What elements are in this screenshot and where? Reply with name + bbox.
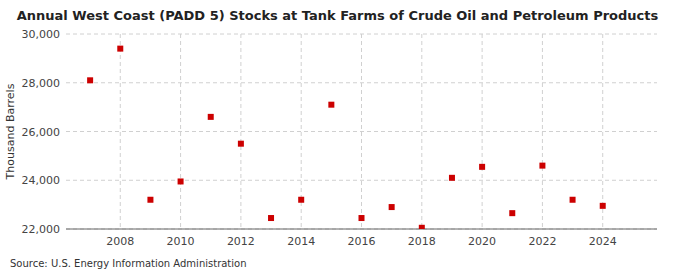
x-tick-label: 2014	[287, 235, 315, 248]
point	[328, 102, 334, 108]
grid-line	[421, 34, 422, 229]
grid-line	[482, 34, 483, 229]
source-note: Source: U.S. Energy Information Administ…	[10, 258, 247, 269]
grid-line	[240, 34, 241, 229]
grid	[66, 34, 657, 229]
x-axis-line	[66, 229, 657, 230]
point	[87, 77, 93, 83]
y-tick-label: 24,000	[22, 174, 61, 187]
point	[178, 178, 184, 184]
x-tick-label: 2018	[408, 235, 436, 248]
point	[268, 215, 274, 221]
grid-line	[66, 131, 657, 132]
x-tick-label: 2020	[468, 235, 496, 248]
y-tick-label: 30,000	[22, 28, 61, 41]
x-tick-label: 2022	[528, 235, 556, 248]
point	[208, 114, 214, 120]
grid-line	[66, 180, 657, 181]
point	[359, 215, 365, 221]
y-tick-label: 22,000	[22, 223, 61, 236]
grid-line	[542, 34, 543, 229]
chart: Annual West Coast (PADD 5) Stocks at Tan…	[0, 0, 675, 275]
point	[600, 203, 606, 209]
y-axis-label: Thousand Barrels	[4, 83, 17, 180]
x-tick-label: 2010	[167, 235, 195, 248]
point	[389, 204, 395, 210]
y-tick-label: 26,000	[22, 126, 61, 139]
point	[147, 197, 153, 203]
x-tick-label: 2012	[227, 235, 255, 248]
point	[449, 175, 455, 181]
title: Annual West Coast (PADD 5) Stocks at Tan…	[17, 8, 659, 23]
grid-line	[66, 229, 657, 230]
point	[509, 210, 515, 216]
y-tick-label: 28,000	[22, 77, 61, 90]
x-tick-label: 2016	[348, 235, 376, 248]
point	[298, 197, 304, 203]
point	[479, 164, 485, 170]
point	[117, 46, 123, 52]
axes: 22,000 24,000 26,000 28,000 30,000 2008 2010 20…	[22, 28, 658, 248]
point	[238, 141, 244, 147]
grid-line	[120, 34, 121, 229]
x-tick-label: 2008	[106, 235, 134, 248]
points	[87, 46, 606, 229]
point	[419, 225, 425, 229]
grid-line	[602, 34, 603, 229]
point	[539, 163, 545, 169]
x-tick-label: 2024	[589, 235, 617, 248]
point	[570, 197, 576, 203]
grid-line	[361, 34, 362, 229]
grid-line	[180, 34, 181, 229]
